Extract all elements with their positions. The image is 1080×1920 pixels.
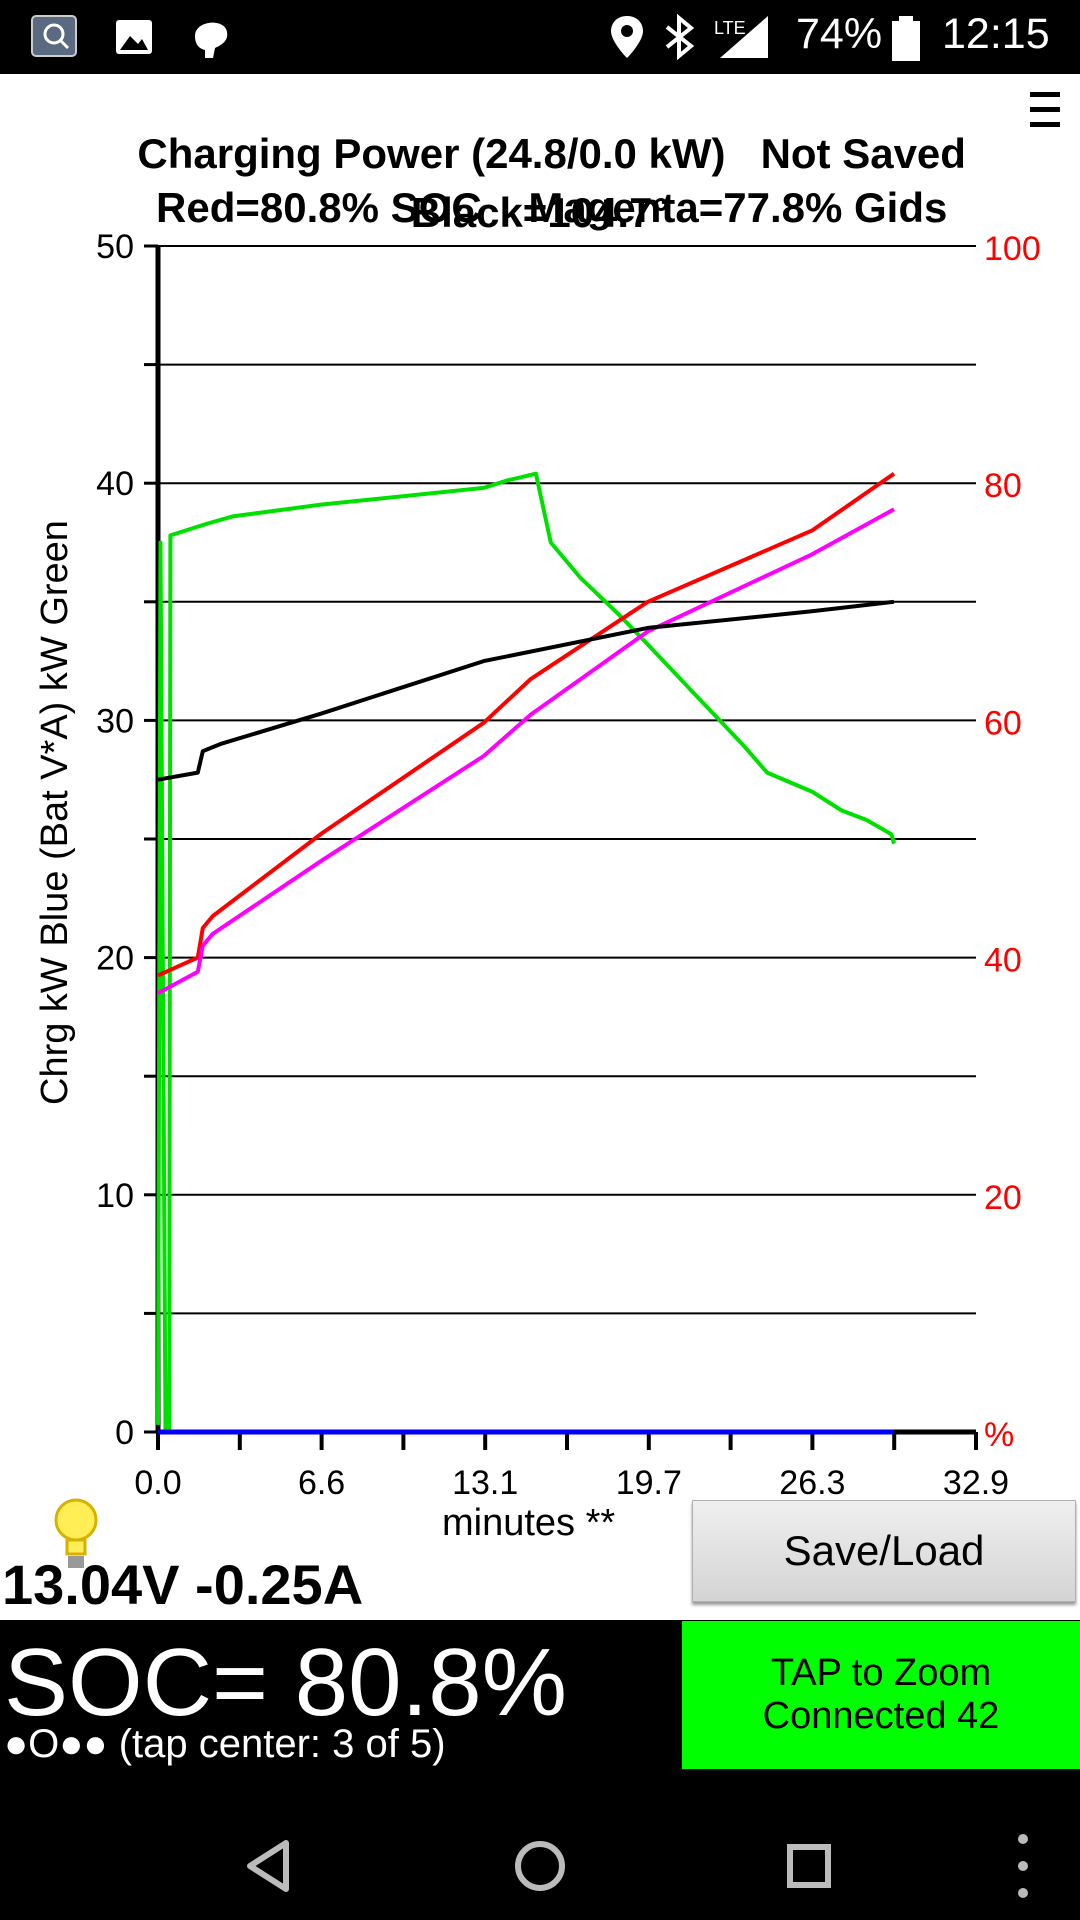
charging-power-chart[interactable]: 0.0 6.6 13.1 19.7 26.3 32.9 0 10 20 30 40 50% 20 40 60…	[0, 220, 1080, 1540]
y-right-tick-label: 40	[984, 942, 1022, 980]
recents-icon[interactable]	[787, 1844, 831, 1888]
connection-status: Connected 42	[762, 1695, 1000, 1737]
y-right-tick-label: 100	[984, 230, 1041, 268]
y-left-tick-label: 20	[96, 940, 134, 978]
zoom-label: TAP to Zoom	[770, 1652, 992, 1694]
hamburger-menu-icon[interactable]	[1030, 92, 1060, 132]
legend-black: Black=104.7°	[410, 189, 670, 236]
y-left-tick-label: 0	[115, 1414, 134, 1452]
y-right-tick-label: 80	[984, 467, 1022, 505]
series-line	[157, 472, 896, 978]
legend-red: Red=80.8% SOC	[156, 184, 482, 231]
y-left-tick-label: 40	[96, 465, 134, 503]
battery-percent: 74%	[796, 10, 883, 58]
overflow-menu-icon[interactable]	[1018, 1834, 1028, 1898]
y-right-tick-label: %	[984, 1416, 1014, 1454]
home-icon[interactable]	[515, 1841, 565, 1891]
face-icon	[195, 22, 228, 58]
series-line	[157, 599, 895, 782]
x-tick-label: 0.0	[134, 1464, 181, 1502]
chart-title-line[interactable]: Charging Power (24.8/0.0 kW) Not Saved	[0, 82, 1080, 178]
back-icon[interactable]	[247, 1840, 289, 1892]
bluetooth-icon	[665, 13, 695, 61]
y-axis-title: Chrg kW Blue (Bat V*A) kW Green	[34, 520, 76, 1105]
image-icon	[116, 20, 152, 54]
status-bar: LTE 74% 12:15	[0, 0, 1080, 74]
voltage-current-readout: 13.04V -0.25A	[2, 1553, 364, 1616]
series-line	[157, 507, 895, 995]
navigation-bar	[247, 1834, 1028, 1898]
x-axis-title: minutes **	[442, 1502, 616, 1544]
signal-icon: LTE	[714, 16, 768, 58]
tap-to-zoom-button[interactable]: TAP to Zoom Connected 42	[682, 1621, 1080, 1769]
x-tick-label: 6.6	[298, 1464, 345, 1502]
battery-icon	[892, 16, 920, 61]
x-tick-label: 26.3	[779, 1464, 845, 1502]
legend-magenta: Magenta=77.8% Gids	[528, 184, 948, 231]
tap-center-hint: ●O●● (tap center: 3 of 5)	[4, 1722, 446, 1766]
location-icon	[611, 16, 643, 58]
x-tick-label: 13.1	[452, 1464, 518, 1502]
series-line	[156, 471, 896, 1434]
soc-readout[interactable]: SOC= 80.8%	[4, 1629, 567, 1736]
y-right-tick-label: 60	[984, 704, 1022, 742]
legend-line: Red=80.8% SOC Magenta=77.8% Gids	[0, 136, 1080, 232]
save-status: Not Saved	[760, 130, 966, 177]
app-icon	[31, 15, 77, 57]
lightbulb-icon	[54, 1498, 98, 1568]
y-left-tick-label: 10	[96, 1177, 134, 1215]
y-left-tick-label: 50	[96, 228, 134, 266]
clock: 12:15	[942, 10, 1050, 58]
y-left-tick-label: 30	[96, 702, 134, 740]
svg-text:LTE: LTE	[714, 18, 746, 38]
save-load-button[interactable]: Save/Load	[692, 1500, 1076, 1602]
chart-title: Charging Power (24.8/0.0 kW)	[137, 130, 726, 177]
x-tick-label: 32.9	[943, 1464, 1009, 1502]
x-tick-label: 19.7	[616, 1464, 682, 1502]
y-right-tick-label: 20	[984, 1179, 1022, 1217]
